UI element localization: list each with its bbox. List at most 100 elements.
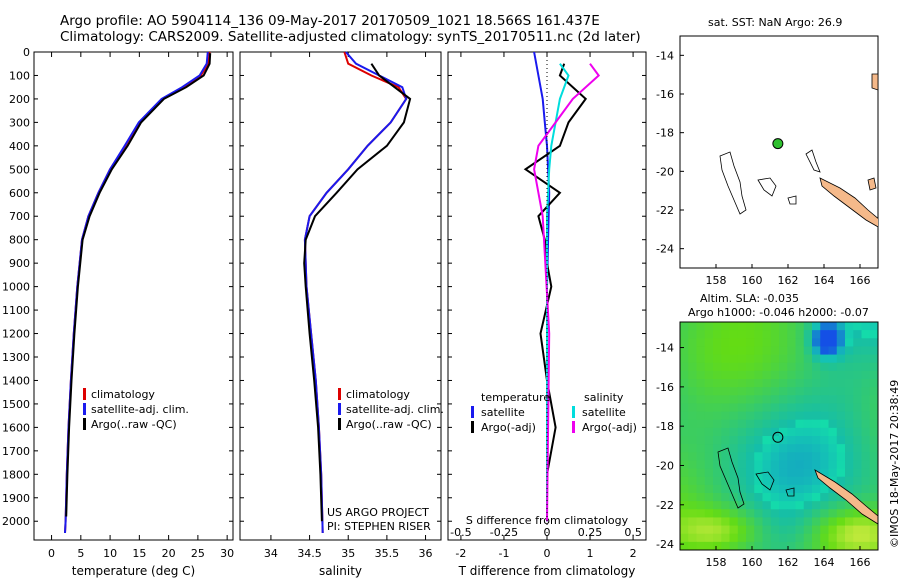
sla-cell xyxy=(861,338,871,347)
x-tick-label: 25 xyxy=(191,547,205,560)
sla-cell xyxy=(779,403,788,413)
sla-cell xyxy=(812,338,821,347)
sla-cell xyxy=(853,533,862,543)
sla-cell xyxy=(836,517,846,527)
sla-cell xyxy=(845,370,854,380)
legend-label: satellite-adj. clim. xyxy=(346,403,444,416)
sla-cell xyxy=(696,362,706,372)
sla-cell xyxy=(787,370,796,380)
sla-cell xyxy=(853,403,862,413)
sla-cell xyxy=(770,322,780,331)
sla-cell xyxy=(853,460,862,470)
sla-cell xyxy=(704,452,714,461)
sla-cell xyxy=(845,354,854,364)
sla-cell xyxy=(762,444,772,453)
sla-cell xyxy=(779,427,788,437)
sla-cell xyxy=(779,346,788,356)
sla-cell xyxy=(812,525,821,535)
sla-cell xyxy=(770,370,780,380)
sla-cell xyxy=(746,346,755,356)
sla-cell xyxy=(696,411,706,421)
sla-cell xyxy=(853,370,862,380)
sla-cell xyxy=(721,541,730,550)
map-y-tick-label: -14 xyxy=(656,49,674,62)
sla-cell xyxy=(721,493,730,502)
y-tick-label: 1000 xyxy=(2,281,30,294)
sla-cell xyxy=(762,436,772,445)
sla-cell xyxy=(853,387,862,396)
sla-cell xyxy=(861,403,871,413)
x-tick-label: 10 xyxy=(103,547,117,560)
new-caledonia-land xyxy=(819,177,878,228)
sla-cell xyxy=(746,460,755,470)
sla-cell xyxy=(729,460,739,470)
sla-cell xyxy=(787,411,796,421)
sla-cell xyxy=(787,484,796,494)
legend-swatch xyxy=(83,403,86,415)
sla-cell xyxy=(704,444,714,453)
sla-cell xyxy=(680,322,689,331)
sla-cell xyxy=(704,338,714,347)
sla-cell xyxy=(795,322,805,331)
y-tick-label: 200 xyxy=(9,93,30,106)
sla-cell xyxy=(688,501,697,510)
legend-label: Argo(-adj) xyxy=(582,421,637,434)
sla-cell xyxy=(680,370,689,380)
sla-cell xyxy=(820,370,829,380)
sla-cell xyxy=(845,346,854,356)
sla-cell xyxy=(828,403,838,413)
sla-cell xyxy=(754,501,763,510)
sla-cell xyxy=(721,484,730,494)
sla-cell xyxy=(721,403,730,413)
sla-cell xyxy=(721,427,730,437)
sla-cell xyxy=(688,322,697,331)
sla-cell xyxy=(746,501,755,510)
sla-cell xyxy=(820,501,829,510)
map-y-tick-label: -20 xyxy=(656,459,674,472)
sla-cell xyxy=(729,493,739,502)
sla-cell xyxy=(762,362,772,372)
y-tick-label: 1700 xyxy=(2,445,30,458)
sla-cell xyxy=(737,370,747,380)
sla-cell xyxy=(770,346,780,356)
sla-cell xyxy=(754,346,763,356)
sla-cell xyxy=(803,379,813,388)
sla-cell xyxy=(787,427,796,437)
x-tick-label: 15 xyxy=(132,547,146,560)
sla-cell xyxy=(704,509,714,518)
sla-cell xyxy=(861,460,871,470)
y-tick-label: 400 xyxy=(9,140,30,153)
sla-cell xyxy=(729,362,739,372)
sla-cell xyxy=(762,338,772,347)
sla-cell xyxy=(869,427,878,437)
sla-cell xyxy=(688,395,697,404)
sla-cell xyxy=(688,493,697,502)
sla-cell xyxy=(680,452,689,461)
sla-cell xyxy=(713,541,722,550)
sla-cell xyxy=(820,395,829,404)
sla-cell xyxy=(754,387,763,396)
sla-cell xyxy=(803,419,813,429)
sla-cell xyxy=(737,444,747,453)
sla-cell xyxy=(721,354,730,364)
sla-cell xyxy=(828,427,838,437)
sla-cell xyxy=(828,436,838,445)
sla-cell xyxy=(795,484,805,494)
sla-cell xyxy=(795,452,805,461)
sla-cell xyxy=(680,493,689,502)
sla-cell xyxy=(696,517,706,527)
sla-cell xyxy=(869,387,878,396)
sla-cell xyxy=(762,476,772,486)
sla-coast-reef-mid xyxy=(755,471,775,491)
sla-cell xyxy=(713,379,722,388)
sla-cell xyxy=(762,419,772,429)
sla-cell xyxy=(869,533,878,543)
sla-cell xyxy=(746,419,755,429)
sla-cell xyxy=(680,338,689,347)
sla-cell xyxy=(820,525,829,535)
sla-cell xyxy=(737,468,747,478)
sla-cell xyxy=(787,533,796,543)
sla-cell xyxy=(713,411,722,421)
sla-cell xyxy=(803,370,813,380)
sla-cell xyxy=(754,362,763,372)
